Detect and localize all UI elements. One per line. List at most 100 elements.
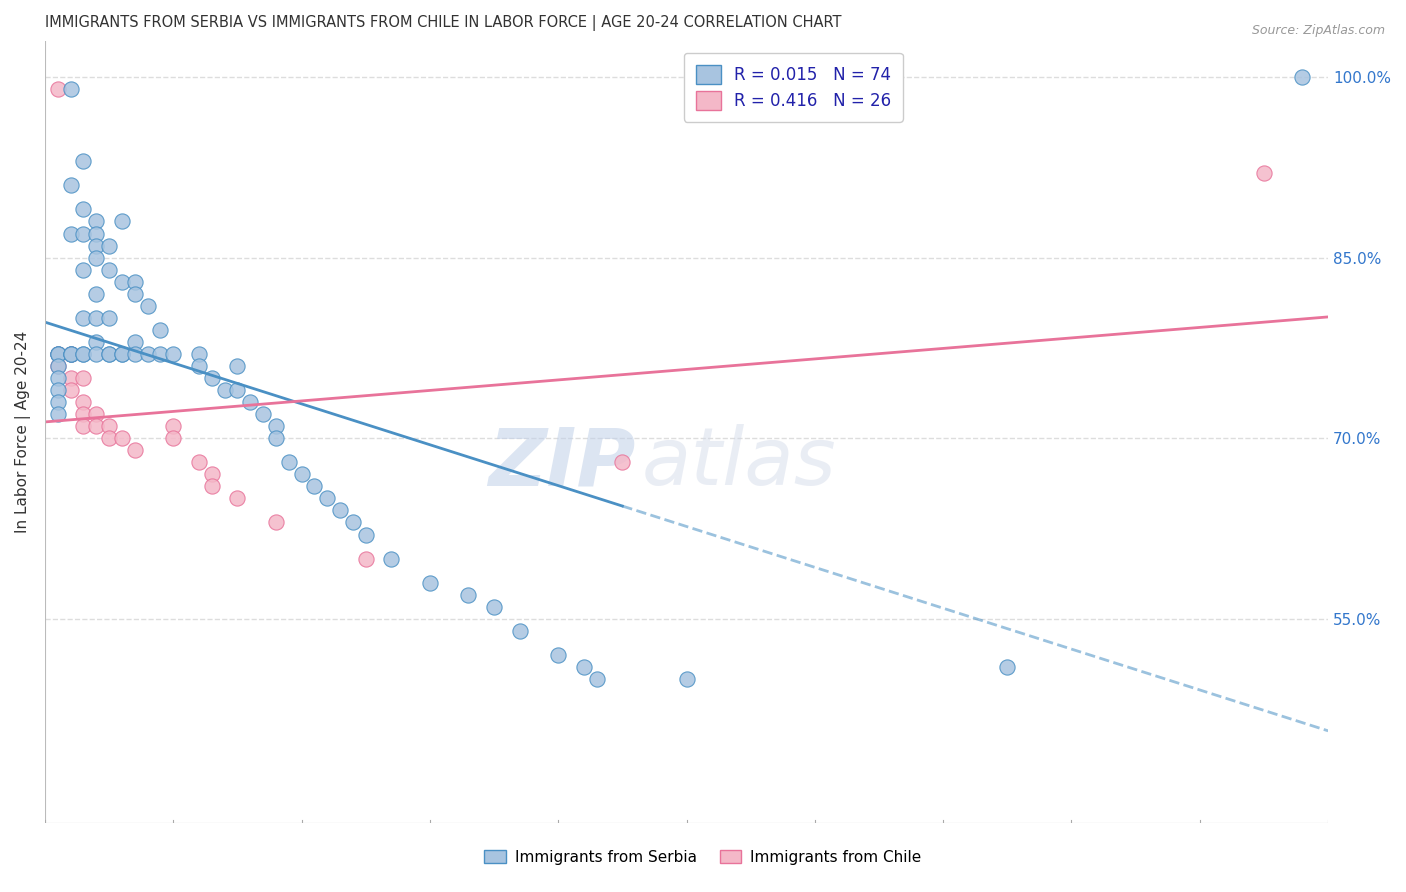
Point: [84, 251, 107, 265]
Point: [84, 347, 107, 361]
Point: [46, 347, 69, 361]
Point: [290, 467, 312, 482]
Point: [380, 551, 402, 566]
Text: atlas: atlas: [641, 425, 837, 502]
Point: [84, 227, 107, 241]
Point: [239, 395, 262, 409]
Point: [72, 407, 94, 421]
Point: [59, 371, 82, 385]
Point: [46, 395, 69, 409]
Point: [329, 503, 352, 517]
Point: [226, 383, 249, 397]
Point: [304, 479, 326, 493]
Point: [124, 334, 146, 349]
Point: [124, 443, 146, 458]
Point: [46, 359, 69, 373]
Point: [226, 491, 249, 506]
Point: [98, 347, 121, 361]
Point: [124, 347, 146, 361]
Point: [124, 286, 146, 301]
Point: [72, 227, 94, 241]
Point: [72, 419, 94, 434]
Point: [509, 624, 531, 638]
Point: [201, 479, 224, 493]
Point: [316, 491, 339, 506]
Point: [84, 214, 107, 228]
Point: [46, 383, 69, 397]
Point: [111, 214, 134, 228]
Point: [1291, 70, 1313, 84]
Point: [59, 347, 82, 361]
Point: [72, 154, 94, 169]
Point: [46, 82, 69, 96]
Point: [675, 672, 697, 686]
Point: [264, 419, 287, 434]
Point: [84, 310, 107, 325]
Point: [98, 431, 121, 445]
Point: [84, 286, 107, 301]
Point: [136, 299, 159, 313]
Point: [59, 178, 82, 193]
Y-axis label: In Labor Force | Age 20-24: In Labor Force | Age 20-24: [15, 331, 31, 533]
Point: [572, 660, 595, 674]
Point: [457, 588, 479, 602]
Point: [187, 455, 209, 469]
Point: [72, 395, 94, 409]
Point: [342, 516, 364, 530]
Point: [72, 262, 94, 277]
Point: [84, 419, 107, 434]
Point: [59, 383, 82, 397]
Text: ZIP: ZIP: [488, 425, 636, 502]
Point: [46, 347, 69, 361]
Point: [252, 407, 274, 421]
Point: [98, 262, 121, 277]
Point: [84, 334, 107, 349]
Point: [98, 419, 121, 434]
Point: [226, 359, 249, 373]
Point: [136, 347, 159, 361]
Point: [111, 347, 134, 361]
Point: [59, 347, 82, 361]
Point: [264, 431, 287, 445]
Point: [59, 347, 82, 361]
Point: [72, 371, 94, 385]
Point: [72, 310, 94, 325]
Text: IMMIGRANTS FROM SERBIA VS IMMIGRANTS FROM CHILE IN LABOR FORCE | AGE 20-24 CORRE: IMMIGRANTS FROM SERBIA VS IMMIGRANTS FRO…: [45, 15, 841, 31]
Point: [72, 202, 94, 217]
Point: [46, 347, 69, 361]
Point: [46, 359, 69, 373]
Point: [187, 359, 209, 373]
Point: [162, 347, 184, 361]
Point: [149, 347, 172, 361]
Point: [46, 407, 69, 421]
Point: [214, 383, 236, 397]
Point: [98, 238, 121, 252]
Point: [419, 575, 441, 590]
Point: [354, 527, 377, 541]
Point: [995, 660, 1018, 674]
Point: [59, 82, 82, 96]
Point: [111, 347, 134, 361]
Point: [98, 310, 121, 325]
Point: [98, 347, 121, 361]
Point: [162, 431, 184, 445]
Legend: R = 0.015   N = 74, R = 0.416   N = 26: R = 0.015 N = 74, R = 0.416 N = 26: [683, 54, 903, 121]
Point: [59, 347, 82, 361]
Point: [277, 455, 299, 469]
Point: [482, 599, 505, 614]
Point: [84, 407, 107, 421]
Point: [124, 275, 146, 289]
Point: [46, 371, 69, 385]
Point: [187, 347, 209, 361]
Point: [46, 347, 69, 361]
Point: [1253, 166, 1275, 180]
Point: [354, 551, 377, 566]
Point: [585, 672, 607, 686]
Legend: Immigrants from Serbia, Immigrants from Chile: Immigrants from Serbia, Immigrants from …: [478, 844, 928, 871]
Text: Source: ZipAtlas.com: Source: ZipAtlas.com: [1251, 24, 1385, 37]
Point: [162, 419, 184, 434]
Point: [547, 648, 569, 662]
Point: [149, 323, 172, 337]
Point: [111, 275, 134, 289]
Point: [72, 347, 94, 361]
